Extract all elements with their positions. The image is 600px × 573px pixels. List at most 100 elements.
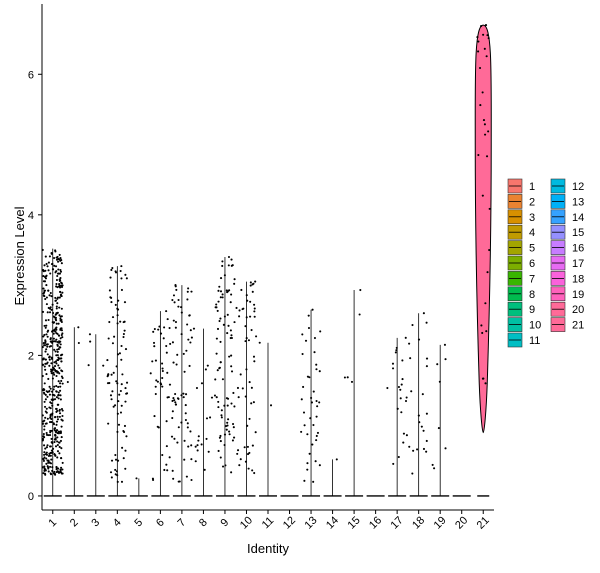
data-point xyxy=(421,393,424,396)
data-point xyxy=(51,303,54,306)
data-point xyxy=(386,386,389,390)
data-point xyxy=(60,436,63,439)
data-point xyxy=(60,360,63,363)
data-point xyxy=(56,456,59,459)
data-point xyxy=(48,294,51,297)
data-point xyxy=(238,309,241,312)
data-point xyxy=(58,314,61,317)
data-point xyxy=(45,462,48,465)
data-point xyxy=(111,390,114,393)
data-point xyxy=(52,388,55,391)
data-point xyxy=(53,441,56,444)
data-point xyxy=(233,436,236,439)
data-point xyxy=(124,387,127,390)
data-point xyxy=(310,396,313,400)
data-point xyxy=(253,315,256,318)
data-point xyxy=(42,459,45,462)
x-tick-label: 9 xyxy=(219,517,232,530)
data-point xyxy=(219,317,222,320)
data-point xyxy=(58,258,61,261)
data-point xyxy=(56,415,59,418)
data-point xyxy=(311,443,314,446)
data-point xyxy=(153,345,156,348)
data-point xyxy=(53,453,56,456)
data-point xyxy=(250,402,253,405)
data-point xyxy=(228,433,231,436)
data-point xyxy=(58,415,61,418)
data-point xyxy=(166,318,169,321)
data-point xyxy=(57,394,60,397)
data-point xyxy=(217,449,220,453)
data-point xyxy=(60,447,63,450)
data-point xyxy=(48,358,51,361)
data-point xyxy=(56,296,60,299)
x-tick-label: 3 xyxy=(89,517,102,530)
legend-label: 17 xyxy=(572,258,584,270)
data-point xyxy=(43,392,46,395)
data-point xyxy=(425,412,428,415)
data-point xyxy=(477,50,480,53)
data-point xyxy=(485,55,488,58)
data-point xyxy=(254,431,257,434)
x-tick-label: 6 xyxy=(154,517,167,530)
data-point xyxy=(43,291,46,294)
data-point xyxy=(57,432,60,435)
data-point xyxy=(46,335,49,338)
data-point xyxy=(174,320,178,324)
data-point xyxy=(57,391,60,394)
data-point xyxy=(52,447,55,450)
data-point xyxy=(54,249,57,252)
data-point xyxy=(114,453,117,457)
data-point xyxy=(124,449,127,452)
data-point xyxy=(46,353,49,356)
data-point xyxy=(343,376,346,379)
data-point xyxy=(42,275,45,278)
data-point xyxy=(171,299,174,302)
data-point xyxy=(56,429,59,432)
data-point xyxy=(173,301,176,304)
data-point xyxy=(56,344,59,347)
data-point xyxy=(183,439,186,442)
data-point xyxy=(223,404,226,407)
data-point xyxy=(219,290,223,293)
data-point xyxy=(56,311,59,314)
data-point xyxy=(433,467,436,470)
data-point xyxy=(308,376,311,379)
data-point xyxy=(109,394,113,397)
data-point xyxy=(116,382,119,385)
data-point xyxy=(177,298,180,302)
plot-area xyxy=(41,24,492,497)
data-point xyxy=(58,452,61,455)
data-point xyxy=(233,278,236,281)
data-point xyxy=(301,333,304,336)
data-point xyxy=(188,364,191,368)
data-point xyxy=(418,421,421,424)
data-point xyxy=(45,284,48,287)
data-point xyxy=(186,290,189,293)
data-point xyxy=(486,34,489,37)
data-point xyxy=(55,270,58,273)
data-point xyxy=(227,264,230,267)
data-point xyxy=(219,277,223,280)
data-point xyxy=(52,332,55,335)
data-point xyxy=(250,328,253,332)
data-point xyxy=(172,477,175,480)
data-point xyxy=(226,421,229,424)
data-point xyxy=(113,404,117,407)
data-point xyxy=(239,458,242,461)
data-point xyxy=(319,330,322,333)
data-point xyxy=(59,471,62,474)
data-point xyxy=(115,470,118,473)
data-point xyxy=(46,395,49,398)
data-point xyxy=(314,460,317,463)
data-point xyxy=(110,459,114,462)
data-point xyxy=(57,403,60,406)
data-point xyxy=(207,450,210,453)
data-point xyxy=(237,396,240,399)
data-point xyxy=(120,404,123,407)
data-point xyxy=(203,468,206,471)
data-point xyxy=(251,469,254,472)
data-point xyxy=(49,272,52,275)
data-point xyxy=(119,411,123,414)
data-point xyxy=(302,411,306,414)
